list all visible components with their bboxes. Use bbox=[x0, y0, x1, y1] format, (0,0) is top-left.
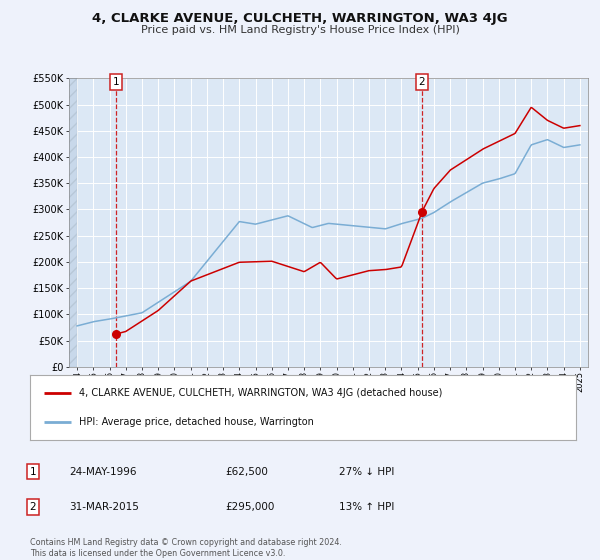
Text: Contains HM Land Registry data © Crown copyright and database right 2024.
This d: Contains HM Land Registry data © Crown c… bbox=[30, 538, 342, 558]
Text: 4, CLARKE AVENUE, CULCHETH, WARRINGTON, WA3 4JG: 4, CLARKE AVENUE, CULCHETH, WARRINGTON, … bbox=[92, 12, 508, 25]
Text: HPI: Average price, detached house, Warrington: HPI: Average price, detached house, Warr… bbox=[79, 417, 314, 427]
Text: 2: 2 bbox=[418, 77, 425, 87]
Text: 27% ↓ HPI: 27% ↓ HPI bbox=[339, 466, 394, 477]
Text: 1: 1 bbox=[29, 466, 37, 477]
Text: 2: 2 bbox=[29, 502, 37, 512]
Text: 13% ↑ HPI: 13% ↑ HPI bbox=[339, 502, 394, 512]
Text: Price paid vs. HM Land Registry's House Price Index (HPI): Price paid vs. HM Land Registry's House … bbox=[140, 25, 460, 35]
Text: 4, CLARKE AVENUE, CULCHETH, WARRINGTON, WA3 4JG (detached house): 4, CLARKE AVENUE, CULCHETH, WARRINGTON, … bbox=[79, 388, 443, 398]
Text: 24-MAY-1996: 24-MAY-1996 bbox=[69, 466, 137, 477]
Text: £295,000: £295,000 bbox=[225, 502, 274, 512]
Text: 1: 1 bbox=[113, 77, 119, 87]
Text: 31-MAR-2015: 31-MAR-2015 bbox=[69, 502, 139, 512]
Text: £62,500: £62,500 bbox=[225, 466, 268, 477]
